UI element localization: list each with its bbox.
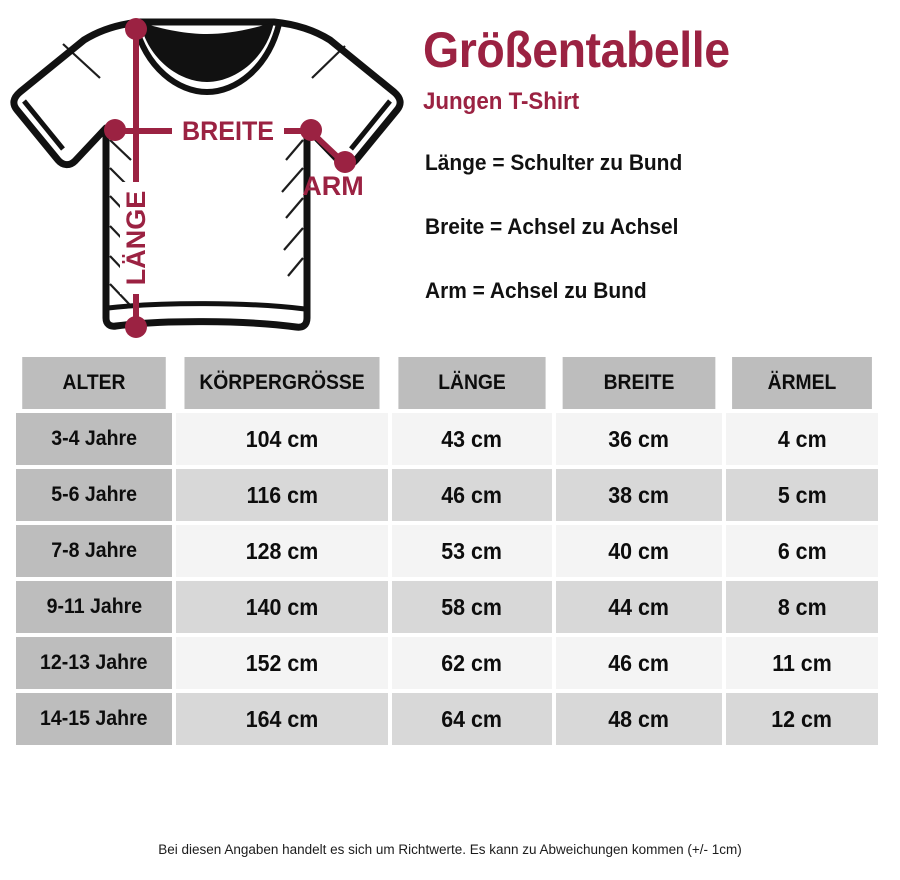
cell-laenge: 46 cm [392,469,552,521]
cell-breite: 48 cm [556,693,722,745]
column-header-koerpergroesse: KÖRPERGRÖSSE [184,357,380,409]
cell-aermel: 11 cm [726,637,878,689]
breite-label: BREITE [182,115,274,146]
cell-age: 14-15 Jahre [16,693,172,745]
cell-laenge: 62 cm [392,637,552,689]
cell-aermel: 12 cm [726,693,878,745]
definitions-list: Länge = Schulter zu Bund Breite = Achsel… [425,150,895,342]
cell-koerpergroesse: 104 cm [176,413,388,465]
page-subtitle: Jungen T-Shirt [423,88,580,115]
arm-end-dot [334,151,356,173]
cell-koerpergroesse: 116 cm [176,469,388,521]
arm-label-group: ARM [302,171,364,201]
cell-koerpergroesse: 140 cm [176,581,388,633]
cell-age: 12-13 Jahre [16,637,172,689]
laenge-label: LÄNGE [121,191,151,286]
size-table: ALTER KÖRPERGRÖSSE LÄNGE BREITE ÄRMEL 3-… [16,357,884,749]
breite-left-dot [104,119,126,141]
cell-laenge: 43 cm [392,413,552,465]
cell-laenge: 53 cm [392,525,552,577]
table-row: 7-8 Jahre 128 cm 53 cm 40 cm 6 cm [16,525,884,577]
info-section: Größentabelle Jungen T-Shirt Länge = Sch… [418,0,900,348]
column-header-breite: BREITE [562,357,716,409]
cell-aermel: 4 cm [726,413,878,465]
table-row: 14-15 Jahre 164 cm 64 cm 48 cm 12 cm [16,693,884,745]
column-header-aermel: ÄRMEL [732,357,872,409]
table-row: 12-13 Jahre 152 cm 62 cm 46 cm 11 cm [16,637,884,689]
breite-right-dot [300,119,322,141]
cell-koerpergroesse: 128 cm [176,525,388,577]
cell-laenge: 64 cm [392,693,552,745]
table-row: 5-6 Jahre 116 cm 46 cm 38 cm 5 cm [16,469,884,521]
table-row: 3-4 Jahre 104 cm 43 cm 36 cm 4 cm [16,413,884,465]
laenge-label-group: LÄNGE [120,182,152,294]
cell-breite: 38 cm [556,469,722,521]
cell-age: 7-8 Jahre [16,525,172,577]
tshirt-diagram: BREITE LÄNGE ARM [0,0,415,348]
definition-breite: Breite = Achsel zu Achsel [425,214,679,239]
page-title: Größentabelle [423,22,730,78]
cell-koerpergroesse: 164 cm [176,693,388,745]
cell-age: 3-4 Jahre [16,413,172,465]
cell-laenge: 58 cm [392,581,552,633]
laenge-top-dot [125,18,147,40]
cell-breite: 46 cm [556,637,722,689]
column-header-alter: ALTER [22,357,166,409]
arm-label: ARM [302,171,364,201]
cell-aermel: 6 cm [726,525,878,577]
definition-laenge: Länge = Schulter zu Bund [425,150,683,175]
laenge-bottom-dot [125,316,147,338]
cell-aermel: 5 cm [726,469,878,521]
sleeve-cuffs [22,99,392,151]
cell-age: 9-11 Jahre [16,581,172,633]
bottom-hem [107,301,306,312]
column-header-laenge: LÄNGE [398,357,546,409]
cell-breite: 36 cm [556,413,722,465]
collar [132,22,282,96]
cell-koerpergroesse: 152 cm [176,637,388,689]
footnote-text: Bei diesen Angaben handelt es sich um Ri… [158,842,742,857]
measure-dots [104,18,356,338]
table-row: 9-11 Jahre 140 cm 58 cm 44 cm 8 cm [16,581,884,633]
tshirt-outline [10,18,404,331]
top-section: BREITE LÄNGE ARM Größentabelle Jungen T-… [0,0,900,348]
cell-breite: 40 cm [556,525,722,577]
cell-aermel: 8 cm [726,581,878,633]
definition-arm: Arm = Achsel zu Bund [425,278,647,303]
cell-breite: 44 cm [556,581,722,633]
breite-label-group: BREITE [172,115,284,147]
table-header-row: ALTER KÖRPERGRÖSSE LÄNGE BREITE ÄRMEL [16,357,884,409]
cell-age: 5-6 Jahre [16,469,172,521]
